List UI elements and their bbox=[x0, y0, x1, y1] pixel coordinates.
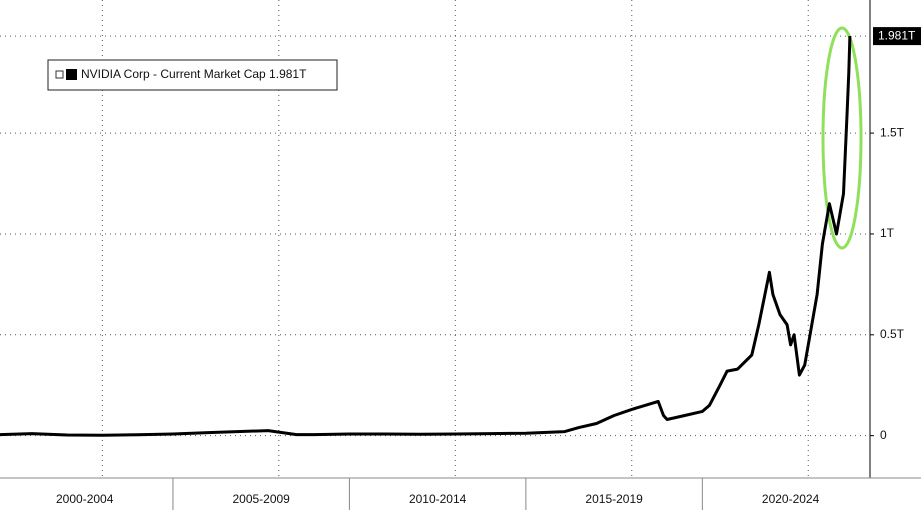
legend-swatch bbox=[66, 69, 77, 80]
last-value-label: 1.981T bbox=[878, 28, 916, 42]
y-tick-label: 0 bbox=[880, 428, 887, 442]
series-line bbox=[0, 36, 852, 437]
highlight-ellipse bbox=[821, 26, 863, 250]
x-tick-label: 2010-2014 bbox=[409, 492, 467, 506]
legend: NVIDIA Corp - Current Market Cap 1.981T bbox=[47, 59, 338, 91]
x-tick-label: 2015-2019 bbox=[585, 492, 643, 506]
x-tick-label: 2020-2024 bbox=[762, 492, 820, 506]
y-tick-label: 1.5T bbox=[880, 125, 905, 139]
y-tick-label: 1T bbox=[880, 226, 895, 240]
last-value-box bbox=[873, 27, 921, 46]
y-tick-label: 0.5T bbox=[880, 327, 905, 341]
legend-box bbox=[47, 59, 338, 91]
x-tick-label: 2000-2004 bbox=[56, 492, 114, 506]
legend-toggle bbox=[55, 70, 64, 79]
legend-label: NVIDIA Corp - Current Market Cap 1.981T bbox=[81, 67, 307, 81]
x-tick-label: 2005-2009 bbox=[232, 492, 290, 506]
